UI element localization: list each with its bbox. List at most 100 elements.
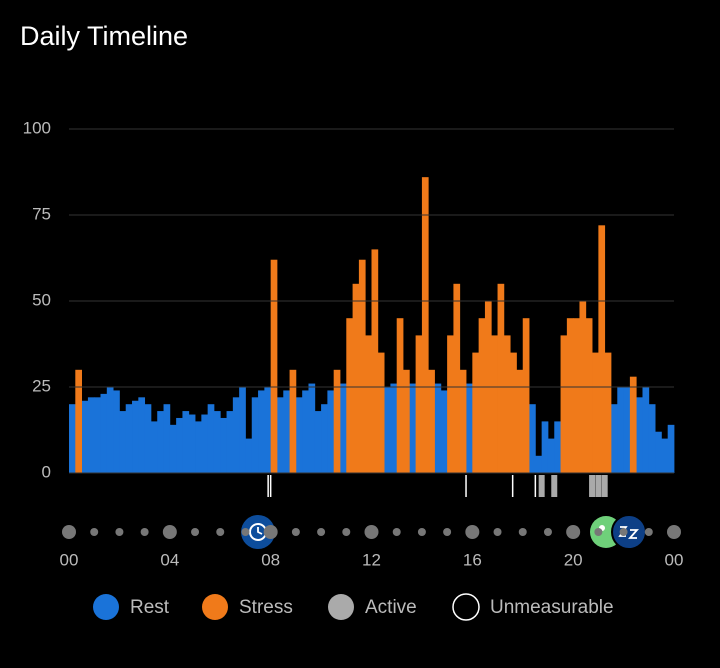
y-tick-label: 100	[23, 118, 51, 137]
timeline-dot	[619, 528, 628, 536]
bar	[75, 369, 83, 473]
bar	[106, 387, 114, 473]
bar	[667, 424, 675, 473]
bar	[655, 431, 662, 473]
bar	[585, 318, 593, 473]
bar	[554, 421, 561, 473]
bar	[213, 411, 221, 473]
bar	[69, 404, 76, 473]
bar	[453, 283, 461, 473]
bar	[239, 387, 246, 473]
x-tick-label: 08	[261, 550, 280, 569]
bar	[157, 411, 164, 473]
y-tick-label: 0	[42, 462, 51, 481]
timeline-dot	[263, 525, 278, 539]
legend-label: Stress	[239, 597, 293, 618]
bar	[132, 400, 139, 473]
timeline-dot	[90, 528, 99, 536]
bar	[163, 404, 171, 473]
bar	[295, 397, 303, 473]
legend-swatch	[452, 593, 480, 621]
bar	[415, 335, 423, 473]
bar	[529, 404, 536, 473]
bar	[390, 383, 398, 473]
bar	[610, 404, 618, 473]
x-tick-label: 00	[60, 550, 79, 569]
legend-swatch	[202, 594, 228, 620]
bar	[276, 397, 284, 473]
bar	[648, 404, 656, 473]
bar	[598, 225, 606, 473]
bar	[113, 390, 120, 473]
timeline-dot	[191, 528, 200, 536]
bar	[396, 318, 404, 473]
unmeasurable-marker	[269, 475, 272, 497]
unmeasurable-marker	[511, 475, 514, 497]
bar	[547, 438, 555, 473]
unmeasurable-marker	[534, 475, 537, 497]
bar	[182, 411, 190, 473]
bar	[661, 438, 669, 473]
bar	[642, 387, 650, 473]
timeline-dot	[162, 525, 177, 539]
bar	[421, 177, 429, 473]
icons	[241, 514, 647, 550]
bar	[289, 369, 297, 473]
bar	[245, 438, 253, 473]
bar	[188, 414, 196, 473]
clock-hands	[257, 527, 263, 535]
bar	[220, 417, 227, 473]
bar	[308, 383, 316, 473]
bar	[352, 283, 360, 473]
bar	[472, 352, 480, 473]
bar	[207, 404, 215, 473]
timeline-dot	[493, 528, 502, 536]
timeline-dot	[667, 525, 681, 539]
legend-label: Rest	[130, 597, 170, 618]
bar	[466, 383, 473, 473]
active-marker	[601, 475, 608, 497]
bar	[201, 414, 209, 473]
bar	[144, 404, 152, 473]
bar	[377, 352, 385, 473]
bar	[176, 417, 183, 473]
bar	[119, 411, 127, 473]
x-tick-label: 20	[564, 550, 583, 569]
timeline-dot	[291, 528, 300, 536]
bar	[409, 383, 417, 473]
bar	[516, 369, 524, 473]
bar	[333, 369, 341, 473]
bar	[125, 404, 133, 473]
bar	[497, 283, 505, 473]
bar	[81, 400, 89, 473]
chart-title: Daily Timeline	[20, 21, 188, 51]
unmeasurable-marker	[465, 475, 467, 497]
bar	[384, 387, 391, 473]
bar	[346, 318, 353, 473]
bar	[440, 390, 448, 473]
timeline-dot	[140, 528, 149, 536]
x-tick-label: 12	[362, 550, 381, 569]
bar	[636, 397, 643, 473]
legend-label: Unmeasurable	[490, 597, 614, 618]
bar	[510, 352, 517, 473]
active-marker	[595, 475, 602, 497]
timeline-dot	[543, 528, 552, 536]
bar	[251, 397, 259, 473]
bar	[100, 393, 108, 473]
timeline-dot	[115, 528, 124, 536]
legend-swatch	[328, 594, 354, 620]
active-marker	[589, 475, 596, 497]
bar	[150, 421, 158, 473]
y-tick-label: 50	[32, 290, 51, 309]
timeline-dot	[443, 528, 452, 536]
bar	[541, 421, 549, 473]
legend-swatch	[93, 594, 119, 620]
bar	[258, 390, 265, 473]
bar	[403, 369, 410, 473]
x-tick-label: 04	[160, 550, 179, 569]
plot	[69, 177, 675, 497]
active-marker	[551, 475, 558, 497]
bar	[491, 335, 498, 473]
sleep-z	[628, 529, 639, 539]
